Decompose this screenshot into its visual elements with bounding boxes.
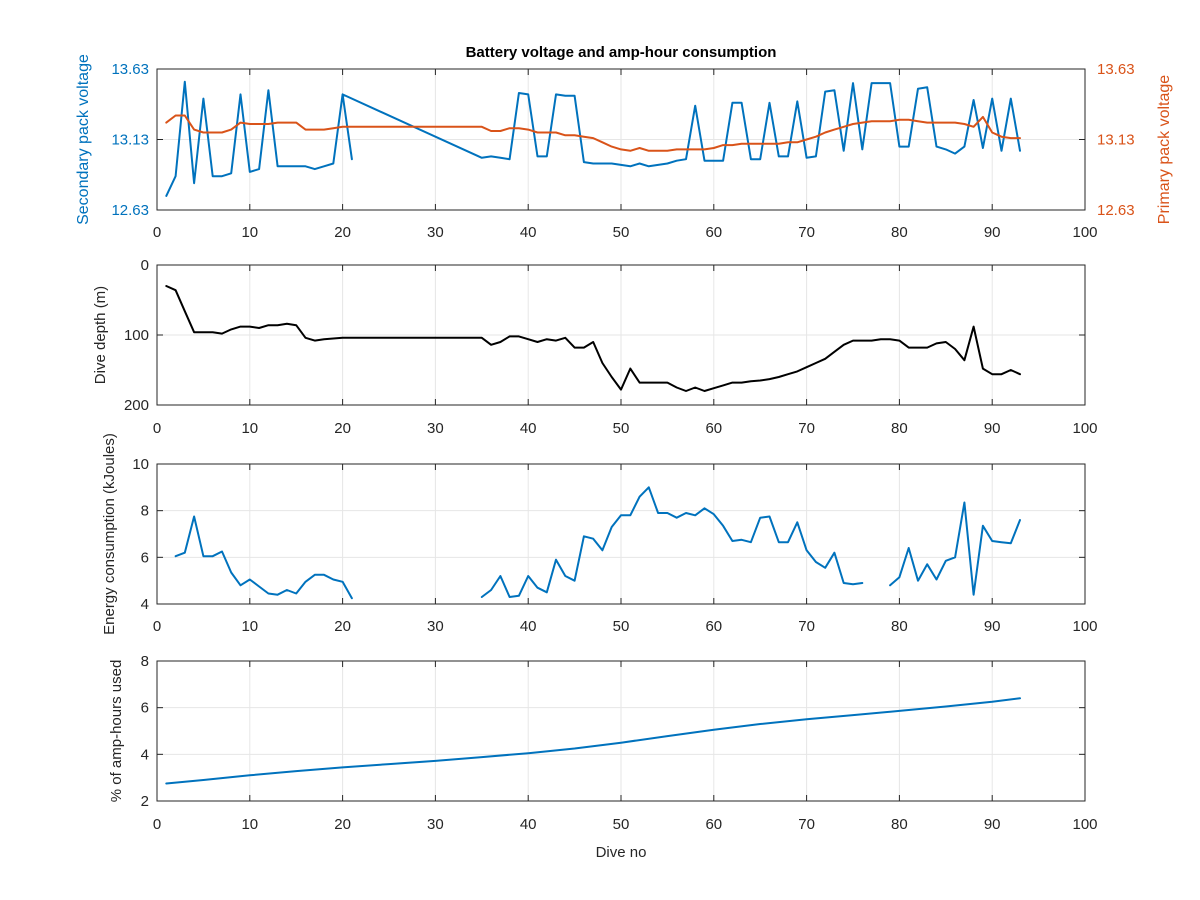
amphours-xtick-label: 0 — [153, 816, 161, 833]
depth-xtick-label: 70 — [798, 420, 815, 437]
voltage-ytick-right-label: 13.13 — [1097, 132, 1135, 149]
voltage-xtick-label: 70 — [798, 224, 815, 241]
amphours-xtick-label: 20 — [334, 816, 351, 833]
energy-xtick-label: 30 — [427, 618, 444, 635]
voltage-ylabel-left: Secondary pack voltage — [75, 54, 92, 225]
amphours-xtick-label: 50 — [613, 816, 630, 833]
amphours-series-0-line — [165, 697, 1021, 785]
amphours-xtick-label: 60 — [705, 816, 722, 833]
voltage-xtick-label: 0 — [153, 224, 161, 241]
energy-ytick-label: 6 — [141, 549, 149, 566]
voltage-xtick-label: 40 — [520, 224, 537, 241]
energy-xtick-label: 60 — [705, 618, 722, 635]
amphours-axes: 0 10 20 30 40 50 60 70 80 90 100 2 4 6 8 % of amp-hours… — [108, 653, 1098, 861]
amphours-xtick-label: 40 — [520, 816, 537, 833]
amphours-xtick-label: 100 — [1072, 816, 1097, 833]
voltage-xtick-label: 20 — [334, 224, 351, 241]
energy-xtick-label: 80 — [891, 618, 908, 635]
energy-xtick-label: 40 — [520, 618, 537, 635]
amphours-ytick-label: 2 — [141, 793, 149, 810]
amphours-ytick-label: 6 — [141, 700, 149, 717]
axes-root: 0 10 20 30 40 50 60 70 80 90 10012.6313.1313.6312.… — [75, 54, 1173, 861]
figure-title: Battery voltage and amp-hour consumption — [466, 44, 777, 61]
energy-ylabel: Energy consumption (kJoules) — [101, 433, 118, 635]
voltage-ytick-right-label: 13.63 — [1097, 61, 1135, 78]
voltage-ylabel-right: Primary pack voltage — [1156, 75, 1173, 224]
depth-xtick-label: 90 — [984, 420, 1001, 437]
energy-xtick-label: 90 — [984, 618, 1001, 635]
amphours-xlabel: Dive no — [596, 844, 647, 861]
amphours-xtick-label: 10 — [241, 816, 258, 833]
voltage-ytick-label: 13.63 — [111, 61, 149, 78]
voltage-series-0-line — [165, 80, 1021, 197]
depth-ytick-label: 0 — [141, 257, 149, 274]
voltage-xtick-label: 80 — [891, 224, 908, 241]
energy-xtick-label: 70 — [798, 618, 815, 635]
energy-xtick-label: 100 — [1072, 618, 1097, 635]
voltage-ytick-label: 12.63 — [111, 202, 149, 219]
depth-xtick-label: 40 — [520, 420, 537, 437]
voltage-xtick-label: 90 — [984, 224, 1001, 241]
energy-axes: 0 10 20 30 40 50 60 70 80 90 100 4 6 8 10 Energy consum… — [101, 433, 1098, 635]
voltage-xtick-label: 60 — [705, 224, 722, 241]
depth-xtick-label: 50 — [613, 420, 630, 437]
energy-ytick-label: 8 — [141, 503, 149, 520]
energy-xtick-label: 0 — [153, 618, 161, 635]
energy-xtick-label: 20 — [334, 618, 351, 635]
amphours-xtick-label: 70 — [798, 816, 815, 833]
voltage-xtick-label: 30 — [427, 224, 444, 241]
voltage-ytick-right-label: 12.63 — [1097, 202, 1135, 219]
amphours-ylabel: % of amp-hours used — [108, 660, 125, 803]
depth-xtick-label: 20 — [334, 420, 351, 437]
depth-xtick-label: 10 — [241, 420, 258, 437]
depth-xtick-label: 100 — [1072, 420, 1097, 437]
voltage-ytick-label: 13.13 — [111, 132, 149, 149]
energy-ytick-label: 10 — [132, 456, 149, 473]
amphours-xtick-label: 80 — [891, 816, 908, 833]
energy-series-0-line — [174, 486, 1021, 600]
depth-axes: 0 10 20 30 40 50 60 70 80 90 100 0 100 200 Dive depth … — [92, 257, 1098, 437]
energy-xtick-label: 50 — [613, 618, 630, 635]
voltage-xtick-label: 50 — [613, 224, 630, 241]
amphours-ytick-label: 8 — [141, 653, 149, 670]
amphours-xtick-label: 90 — [984, 816, 1001, 833]
amphours-ytick-label: 4 — [141, 746, 149, 763]
depth-ytick-label: 200 — [124, 397, 149, 414]
voltage-axes: 0 10 20 30 40 50 60 70 80 90 10012.6313.1313.6312.… — [75, 54, 1173, 241]
depth-ylabel: Dive depth (m) — [92, 286, 109, 384]
depth-xtick-label: 80 — [891, 420, 908, 437]
depth-xtick-label: 60 — [705, 420, 722, 437]
depth-xtick-label: 0 — [153, 420, 161, 437]
depth-xtick-label: 30 — [427, 420, 444, 437]
energy-ytick-label: 4 — [141, 596, 149, 613]
depth-ytick-label: 100 — [124, 327, 149, 344]
depth-series-0-line — [165, 285, 1021, 392]
energy-xtick-label: 10 — [241, 618, 258, 635]
voltage-xtick-label: 100 — [1072, 224, 1097, 241]
voltage-series-1-line — [165, 114, 1021, 152]
voltage-xtick-label: 10 — [241, 224, 258, 241]
amphours-xtick-label: 30 — [427, 816, 444, 833]
